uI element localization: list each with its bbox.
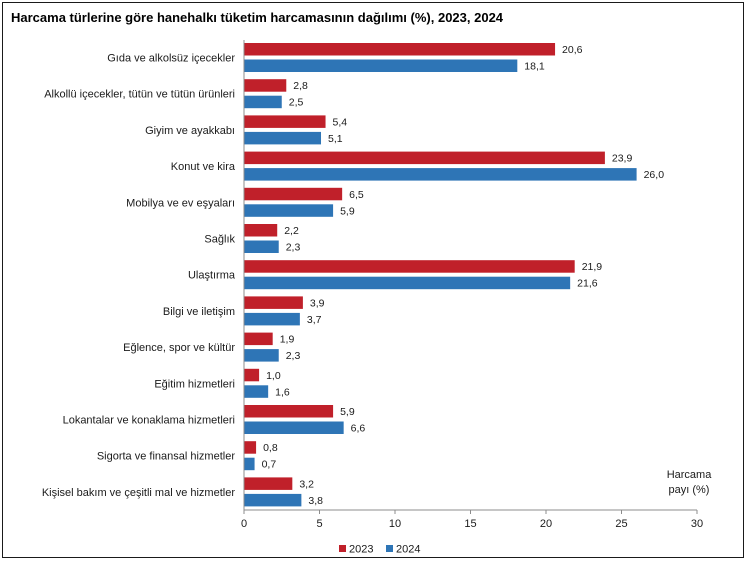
bar-2024: [244, 59, 518, 72]
category-label: Sağlık: [204, 234, 235, 246]
bar-2023: [244, 405, 334, 418]
bar-2024: [244, 493, 302, 507]
bar-2023: [244, 115, 326, 128]
bar-2024: [244, 95, 282, 109]
category-label: Mobilya ve ev eşyaları: [126, 197, 235, 209]
bar-2023: [244, 79, 287, 92]
data-label: 26,0: [644, 169, 665, 181]
chart-title: Harcama türlerine göre hanehalkı tüketim…: [11, 10, 504, 25]
bar-2023: [244, 477, 293, 490]
bar-2024: [244, 240, 279, 253]
data-label: 21,6: [577, 278, 598, 290]
data-label: 21,9: [582, 261, 603, 273]
data-label: 23,9: [612, 153, 633, 165]
bar-2024: [244, 131, 322, 145]
legend-label-2024: 2024: [396, 544, 420, 556]
category-label: Eğitim hizmetleri: [154, 378, 235, 390]
legend-label-2023: 2023: [349, 544, 373, 556]
data-label: 3,2: [299, 478, 314, 490]
category-label: Alkollü içecekler, tütün ve tütün ürünle…: [44, 89, 235, 101]
data-label: 2,2: [284, 225, 299, 237]
data-label: 5,1: [328, 133, 343, 145]
data-label: 18,1: [524, 61, 545, 73]
x-axis-title-line2: payı (%): [669, 484, 710, 496]
bar-2024: [244, 168, 637, 181]
category-label: Lokantalar ve konaklama hizmetleri: [63, 415, 235, 427]
bar-2024: [244, 385, 269, 398]
bar-2024: [244, 421, 344, 434]
bar-2024: [244, 349, 279, 362]
data-label: 6,6: [351, 423, 366, 435]
data-label: 1,0: [266, 370, 281, 382]
data-label: 3,9: [310, 297, 325, 309]
bar-2023: [244, 296, 303, 309]
category-label: Ulaştırma: [188, 270, 236, 282]
bar-2023: [244, 224, 278, 237]
x-tick-label: 20: [540, 518, 552, 530]
x-axis-title-line1: Harcama: [667, 469, 713, 481]
category-label: Sigorta ve finansal hizmetler: [97, 451, 236, 463]
bar-2023: [244, 187, 343, 201]
bar-2023: [244, 332, 273, 346]
x-tick-label: 25: [615, 518, 627, 530]
data-label: 5,4: [333, 116, 348, 128]
data-label: 20,6: [562, 44, 583, 56]
x-tick-label: 0: [241, 518, 247, 530]
data-label: 1,6: [275, 386, 290, 398]
x-axis: 0 5 10 15 20 25 30: [241, 40, 703, 530]
category-label: Gıda ve alkolsüz içecekler: [107, 53, 235, 65]
bar-2023: [244, 260, 575, 273]
x-tick-label: 30: [691, 518, 703, 530]
data-label: 6,5: [349, 189, 364, 201]
legend: 2023 2024: [339, 544, 420, 556]
bar-2023: [244, 368, 260, 382]
x-tick-label: 5: [316, 518, 322, 530]
data-label: 2,5: [289, 97, 304, 109]
bar-2024: [244, 276, 571, 290]
bars-layer: Gıda ve alkolsüz içecekler 20,6 18,1 Alkoll…: [42, 43, 664, 507]
data-label: 5,9: [340, 406, 355, 418]
bar-2023: [244, 43, 556, 56]
category-label: Giyim ve ayakkabı: [145, 125, 235, 137]
bar-2024: [244, 204, 334, 217]
category-label: Bilgi ve iletişim: [163, 306, 235, 318]
bar-2023: [244, 441, 257, 454]
data-label: 2,3: [286, 350, 301, 362]
data-label: 3,7: [307, 314, 322, 326]
legend-swatch-2023: [339, 545, 346, 552]
bar-2024: [244, 457, 255, 471]
x-tick-label: 10: [389, 518, 401, 530]
category-label: Kişisel bakım ve çeşitli mal ve hizmetle…: [42, 487, 236, 499]
category-label: Eğlence, spor ve kültür: [123, 342, 235, 354]
bar-2023: [244, 151, 605, 165]
category-label: Konut ve kira: [171, 161, 236, 173]
data-label: 3,8: [308, 495, 323, 507]
x-tick-label: 15: [464, 518, 476, 530]
bar-2024: [244, 312, 300, 326]
legend-swatch-2024: [386, 545, 393, 552]
data-label: 5,9: [340, 205, 355, 217]
data-label: 0,7: [262, 459, 277, 471]
data-label: 0,8: [263, 442, 278, 454]
data-label: 1,9: [280, 334, 295, 346]
data-label: 2,3: [286, 242, 301, 254]
data-label: 2,8: [293, 80, 308, 92]
